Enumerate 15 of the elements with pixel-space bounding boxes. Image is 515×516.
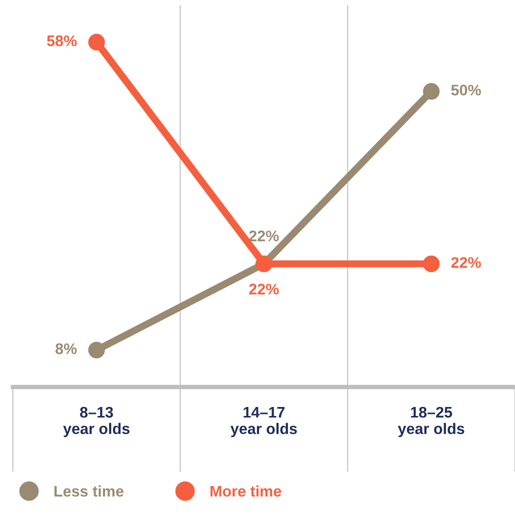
point xyxy=(422,255,440,272)
legend-label: More time xyxy=(210,485,282,497)
x-tick-label: 18–25 year olds xyxy=(398,406,464,438)
data-label: 50% xyxy=(451,84,481,96)
legend-label: Less time xyxy=(54,485,124,497)
data-label: 58% xyxy=(47,35,77,46)
x-tick-label: 14–17 year olds xyxy=(230,407,297,438)
point xyxy=(88,34,105,50)
data-label: 22% xyxy=(249,230,279,242)
data-label: 22% xyxy=(451,257,481,268)
x-tick-label: 8–13 year olds xyxy=(63,406,130,438)
point xyxy=(422,83,440,100)
data-label: 22% xyxy=(249,284,279,294)
data-label: 8% xyxy=(56,343,77,354)
point xyxy=(88,342,105,358)
